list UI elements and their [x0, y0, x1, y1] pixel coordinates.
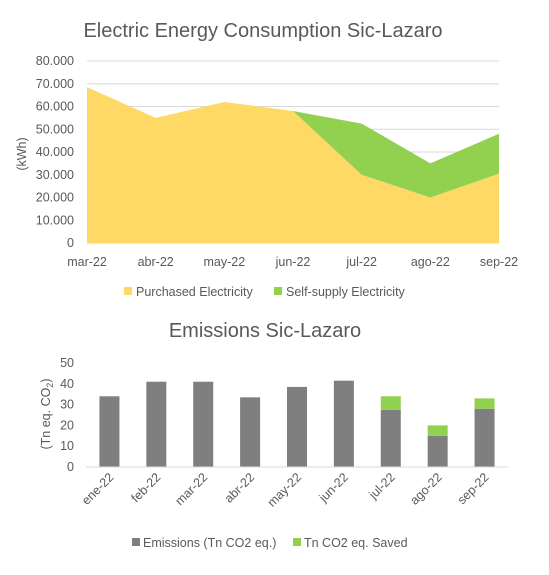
- emissions-bars: [86, 380, 508, 468]
- energy-y-tick-label: 70.000: [36, 77, 74, 91]
- energy-y-tick-label: 50.000: [36, 122, 74, 136]
- emissions-x-tick-label: may-22: [265, 470, 304, 509]
- emissions-bar-series-1: [146, 381, 167, 467]
- emissions-bar-chart: Emissions Sic-Lazaro (Tn eq. CO2) 0 10 20 3…: [39, 320, 508, 550]
- emissions-bar-series-1: [427, 435, 448, 467]
- emissions-x-tick-label: abr-22: [222, 470, 257, 505]
- energy-y-tick-label: 20.000: [36, 191, 74, 205]
- energy-y-axis-label: (kWh): [15, 137, 29, 170]
- energy-x-tick-label: mar-22: [67, 255, 107, 269]
- energy-areas: [87, 87, 499, 243]
- emissions-x-tick-label: sep-22: [455, 470, 492, 507]
- emissions-bar-series-1: [287, 386, 307, 467]
- emissions-y-axis-label: (Tn eq. CO2): [39, 378, 55, 449]
- energy-chart-title: Electric Energy Consumption Sic-Lazaro: [83, 20, 442, 42]
- energy-area-chart: Electric Energy Consumption Sic-Lazaro (…: [15, 20, 518, 299]
- energy-x-tick-label: abr-22: [138, 255, 174, 269]
- emissions-x-tick-label: mar-22: [172, 470, 210, 508]
- energy-y-tick-label: 0: [67, 236, 74, 250]
- emissions-legend-label: Tn CO2 eq. Saved: [304, 536, 408, 550]
- emissions-y-tick-label: 10: [60, 439, 74, 453]
- emissions-bar-series-1: [193, 381, 214, 467]
- emissions-bar-series-1: [333, 380, 354, 467]
- emissions-y-tick-label: 0: [67, 460, 74, 474]
- emissions-y-tick-label: 30: [60, 398, 74, 412]
- emissions-x-ticks: ene-22 feb-22 mar-22 abr-22 may-22 jun-22 jul-…: [79, 470, 492, 509]
- energy-legend-label: Purchased Electricity: [136, 285, 253, 299]
- energy-y-tick-label: 40.000: [36, 145, 74, 159]
- emissions-bar-series-2: [474, 398, 495, 409]
- emissions-legend: Emissions (Tn CO2 eq.) Tn CO2 eq. Saved: [132, 536, 408, 550]
- emissions-x-tick-label: ene-22: [79, 470, 116, 507]
- energy-y-tick-label: 80.000: [36, 54, 74, 68]
- emissions-bar-series-1: [380, 409, 401, 467]
- energy-area-series-2: [87, 87, 499, 198]
- emissions-chart-title: Emissions Sic-Lazaro: [169, 320, 361, 342]
- emissions-legend-label: Emissions (Tn CO2 eq.): [143, 536, 276, 550]
- energy-x-tick-label: jul-22: [345, 255, 377, 269]
- energy-y-tick-label: 10.000: [36, 213, 74, 227]
- energy-area-series-1: [87, 87, 499, 243]
- emissions-legend-swatch: [293, 538, 301, 546]
- energy-x-ticks: mar-22 abr-22 may-22 jun-22 jul-22 ago-22 sep-…: [67, 255, 518, 269]
- energy-y-tick-label: 30.000: [36, 168, 74, 182]
- emissions-bar-series-2: [427, 425, 448, 436]
- energy-x-tick-label: ago-22: [411, 255, 450, 269]
- energy-x-tick-label: may-22: [203, 255, 245, 269]
- emissions-y-tick-label: 20: [60, 418, 74, 432]
- energy-y-tick-label: 60.000: [36, 100, 74, 114]
- emissions-x-tick-label: jun-22: [316, 470, 351, 505]
- emissions-bar-series-1: [240, 397, 261, 467]
- emissions-x-tick-label: jul-22: [366, 470, 398, 502]
- emissions-x-tick-label: ago-22: [407, 470, 444, 507]
- energy-x-tick-label: sep-22: [480, 255, 518, 269]
- energy-legend-swatch: [274, 287, 282, 295]
- energy-x-tick-label: jun-22: [275, 255, 311, 269]
- emissions-bar-series-2: [380, 396, 401, 410]
- emissions-y-ticks: 0 10 20 30 40 50: [60, 356, 74, 474]
- energy-legend-label: Self-supply Electricity: [286, 285, 406, 299]
- energy-y-ticks: 0 10.000 20.000 30.000 40.000 50.000 60.000 70.…: [36, 54, 74, 250]
- emissions-bar-series-1: [99, 396, 120, 467]
- emissions-y-tick-label: 50: [60, 356, 74, 370]
- emissions-legend-swatch: [132, 538, 140, 546]
- emissions-y-tick-label: 40: [60, 377, 74, 391]
- energy-legend: Purchased Electricity Self-supply Electri…: [124, 285, 406, 299]
- emissions-x-tick-label: feb-22: [128, 470, 163, 505]
- energy-legend-swatch: [124, 287, 132, 295]
- emissions-bar-series-1: [474, 408, 495, 467]
